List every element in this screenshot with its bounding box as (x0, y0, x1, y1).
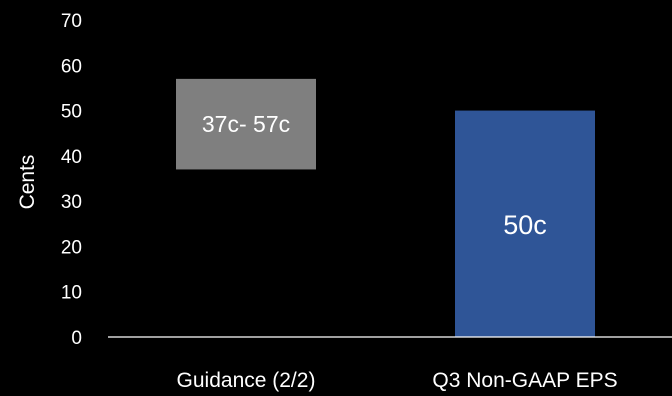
y-axis-label: Cents (16, 155, 39, 210)
y-tick-label: 30 (61, 192, 82, 213)
y-tick-label: 70 (61, 11, 82, 32)
y-tick-label: 0 (71, 328, 82, 349)
bar (176, 78, 316, 170)
y-axis-ticks: 0 10 20 30 40 50 60 70 (61, 11, 82, 349)
category-label: Guidance (2/2) (177, 369, 316, 392)
y-tick-label: 50 (61, 102, 82, 123)
y-tick-label: 40 (61, 147, 82, 168)
bar (455, 110, 595, 337)
bar-data-label: 50c (503, 210, 547, 240)
y-tick-label: 60 (61, 56, 82, 77)
y-tick-label: 10 (61, 283, 82, 304)
bars: 37c- 57c 50c (176, 78, 595, 337)
category-labels: Guidance (2/2) Q3 Non-GAAP EPS (177, 369, 618, 392)
bar-data-label: 37c- 57c (202, 111, 290, 137)
y-tick-label: 20 (61, 237, 82, 258)
category-label: Q3 Non-GAAP EPS (432, 369, 617, 392)
